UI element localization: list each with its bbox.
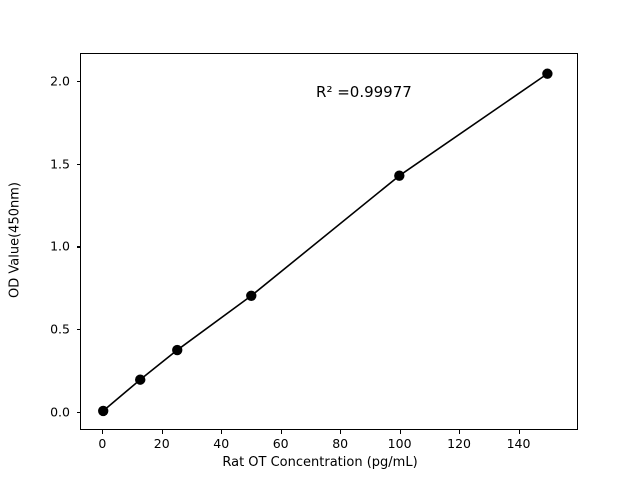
x-tick-label: 0 — [98, 436, 107, 451]
y-tick-mark — [76, 163, 80, 165]
plot-svg — [98, 68, 553, 417]
x-tick-label: 140 — [506, 436, 531, 451]
y-tick-mark — [76, 81, 80, 83]
y-tick-label: 2.0 — [50, 73, 70, 89]
y-tick-label: 0.5 — [50, 321, 70, 337]
y-tick-mark — [76, 246, 80, 248]
x-tick-label: 20 — [153, 436, 170, 451]
x-axis-label: Rat OT Concentration (pg/mL) — [222, 455, 418, 470]
y-tick-label: 0.0 — [50, 404, 70, 420]
x-tick-mark — [161, 430, 163, 434]
standard-curve-line — [102, 72, 549, 412]
y-tick-mark — [76, 329, 80, 331]
y-axis-label-container: OD Value(450nm) — [0, 0, 30, 480]
data-point — [542, 68, 553, 79]
x-tick-label: 120 — [447, 436, 471, 451]
x-tick-label: 80 — [332, 436, 349, 451]
x-tick-mark — [280, 430, 282, 434]
y-tick-label: 1.0 — [50, 238, 70, 254]
x-tick-mark — [102, 430, 104, 434]
data-point — [394, 170, 405, 181]
y-tick-label: 1.5 — [50, 156, 70, 172]
x-tick-label: 40 — [213, 436, 230, 451]
x-tick-label: 60 — [272, 436, 289, 451]
data-point — [172, 344, 183, 356]
data-point — [135, 374, 146, 385]
standard-curve-markers — [98, 68, 553, 417]
x-tick-label: 100 — [387, 436, 412, 451]
y-axis-label: OD Value(450nm) — [7, 182, 23, 298]
x-tick-mark — [399, 430, 401, 434]
x-tick-mark — [459, 430, 461, 434]
x-tick-mark — [518, 430, 520, 434]
data-point — [246, 290, 257, 301]
plot-area — [80, 53, 578, 430]
data-point — [98, 405, 109, 417]
x-tick-mark — [221, 430, 223, 434]
x-tick-mark — [340, 430, 342, 434]
r-squared-annotation: R² =0.99977 — [316, 82, 412, 101]
y-tick-mark — [76, 411, 80, 413]
